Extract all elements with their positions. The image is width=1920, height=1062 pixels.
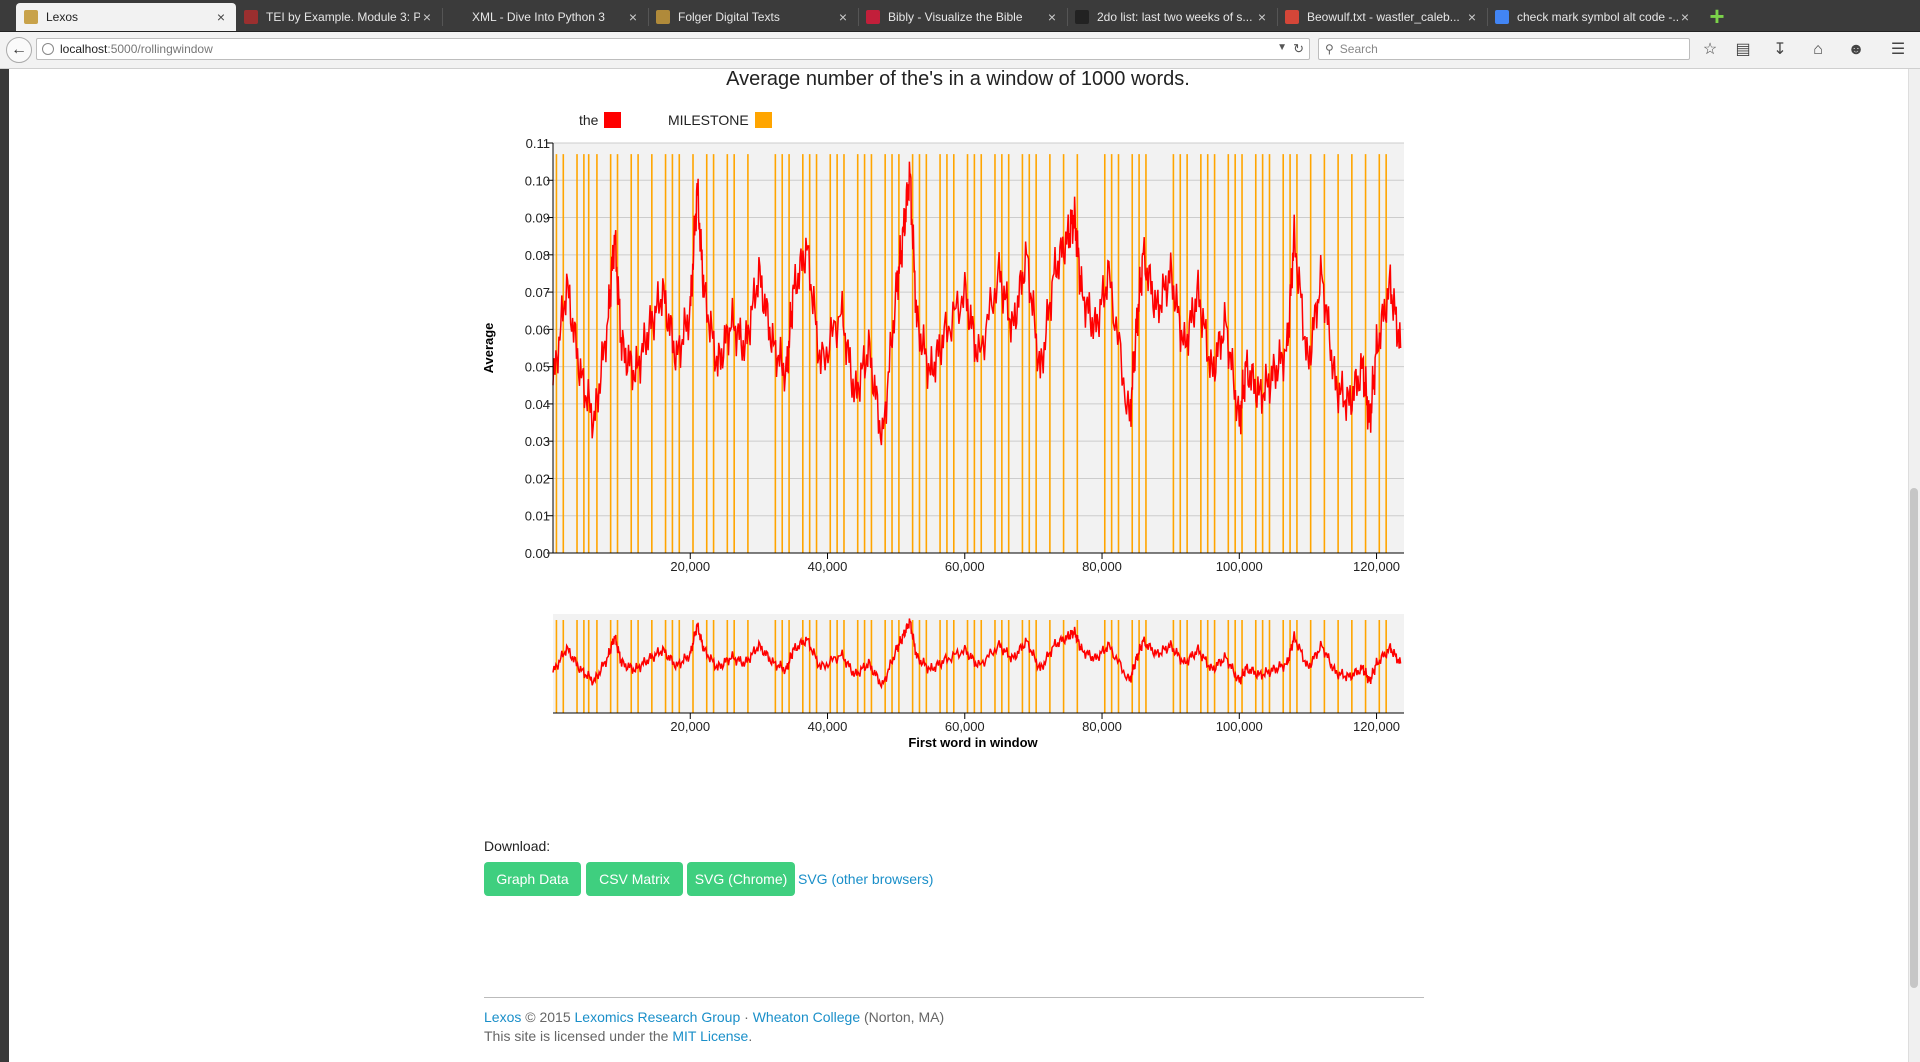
legend-swatch-the	[604, 112, 622, 128]
home-icon[interactable]: ⌂	[1813, 41, 1823, 58]
browser-tab[interactable]: TEI by Example. Module 3: P... ×	[236, 3, 442, 31]
tab-label: check mark symbol alt code -...	[1517, 10, 1678, 24]
close-icon[interactable]: ×	[628, 9, 638, 25]
browser-tab[interactable]: Bibly - Visualize the Bible ×	[858, 3, 1067, 31]
browser-tab[interactable]: check mark symbol alt code -... ×	[1487, 3, 1700, 31]
reading-list-icon[interactable]: ▤	[1735, 41, 1751, 58]
mit-license-link[interactable]: MIT License	[672, 1028, 749, 1044]
wheaton-link[interactable]: Wheaton College	[752, 1009, 861, 1025]
url-host: localhost	[60, 42, 108, 56]
graph-data-button[interactable]: Graph Data	[484, 862, 581, 896]
legend-swatch-milestone	[754, 112, 772, 128]
lexos-link[interactable]: Lexos	[484, 1009, 522, 1025]
footer-license: This site is licensed under the MIT Lice…	[484, 1028, 752, 1044]
close-icon[interactable]: ×	[1467, 9, 1477, 25]
close-icon[interactable]: ×	[838, 9, 848, 25]
license-text: This site is licensed under the	[484, 1028, 673, 1044]
chat-icon[interactable]: ☻	[1847, 41, 1865, 58]
footer-copyright: © 2015	[521, 1009, 575, 1025]
bookmark-star-icon[interactable]: ☆	[1702, 41, 1718, 58]
browser-tab[interactable]: XML - Dive Into Python 3 ×	[442, 3, 648, 31]
url-bar[interactable]: localhost:5000/rollingwindow ▼ ↻	[36, 38, 1310, 60]
lexomics-link[interactable]: Lexomics Research Group	[574, 1009, 741, 1025]
tab-label: Lexos	[46, 10, 79, 24]
close-icon[interactable]: ×	[1047, 9, 1057, 25]
blank-favicon-icon	[450, 10, 464, 24]
folger-icon	[656, 10, 670, 24]
footer-separator: ·	[740, 1009, 753, 1025]
back-button[interactable]: ←	[6, 37, 32, 63]
browser-tab[interactable]: Lexos ×	[16, 3, 236, 31]
dropdown-arrow-icon[interactable]: ▼	[1277, 42, 1287, 53]
google-icon	[1495, 10, 1509, 24]
legend-item-milestone: MILESTONE	[668, 112, 772, 128]
tab-label: Bibly - Visualize the Bible	[888, 10, 1023, 24]
bibly-icon	[866, 10, 880, 24]
new-tab-button[interactable]: +	[1709, 1, 1725, 31]
download-label: Download:	[484, 838, 551, 854]
globe-icon	[42, 43, 54, 55]
tab-bar: Lexos × TEI by Example. Module 3: P... × XML…	[0, 0, 1920, 32]
download-icon[interactable]: ↧	[1773, 41, 1787, 58]
search-input[interactable]: ⚲ Search	[1318, 38, 1690, 60]
svg-other-browsers-link[interactable]: SVG (other browsers)	[798, 871, 934, 887]
tab-label: XML - Dive Into Python 3	[472, 10, 605, 24]
footer-place: (Norton, MA)	[860, 1009, 945, 1025]
url-path: :5000/rollingwindow	[107, 42, 213, 56]
close-icon[interactable]: ×	[422, 9, 432, 25]
footer-divider	[484, 997, 1424, 998]
navigation-bar: ← localhost:5000/rollingwindow ▼ ↻ ⚲ Sea…	[0, 32, 1920, 69]
legend-label-the: the	[579, 112, 599, 128]
close-icon[interactable]: ×	[216, 9, 226, 25]
reload-icon[interactable]: ↻	[1293, 41, 1304, 56]
close-icon[interactable]: ×	[1680, 9, 1690, 25]
tab-label: 2do list: last two weeks of s...	[1097, 10, 1253, 24]
scrollbar-thumb[interactable]	[1910, 488, 1918, 988]
tab-label: TEI by Example. Module 3: P...	[266, 10, 420, 24]
window-edge	[0, 69, 9, 1062]
tei-icon	[244, 10, 258, 24]
legend-label-milestone: MILESTONE	[668, 112, 749, 128]
legend-item-the: the	[579, 112, 622, 128]
chart-title: Average number of the's in a window of 1…	[726, 68, 1190, 90]
menu-icon[interactable]: ☰	[1890, 41, 1906, 58]
browser-tab[interactable]: Folger Digital Texts ×	[648, 3, 858, 31]
page-content	[0, 69, 1920, 1062]
search-placeholder: Search	[1339, 42, 1378, 56]
tab-label: Folger Digital Texts	[678, 10, 780, 24]
tab-label: Beowulf.txt - wastler_caleb...	[1307, 10, 1460, 24]
footer-credits: Lexos © 2015 Lexomics Research Group · W…	[484, 1009, 944, 1025]
csv-matrix-button[interactable]: CSV Matrix	[586, 862, 683, 896]
browser-tab[interactable]: 2do list: last two weeks of s... ×	[1067, 3, 1277, 31]
license-period: .	[748, 1028, 753, 1044]
search-icon: ⚲	[1325, 42, 1334, 56]
gmail-icon	[1285, 10, 1299, 24]
close-icon[interactable]: ×	[1257, 9, 1267, 25]
lexos-icon	[24, 10, 38, 24]
svg-chrome-button[interactable]: SVG (Chrome)	[687, 862, 795, 896]
browser-tab[interactable]: Beowulf.txt - wastler_caleb... ×	[1277, 3, 1487, 31]
github-icon	[1075, 10, 1089, 24]
